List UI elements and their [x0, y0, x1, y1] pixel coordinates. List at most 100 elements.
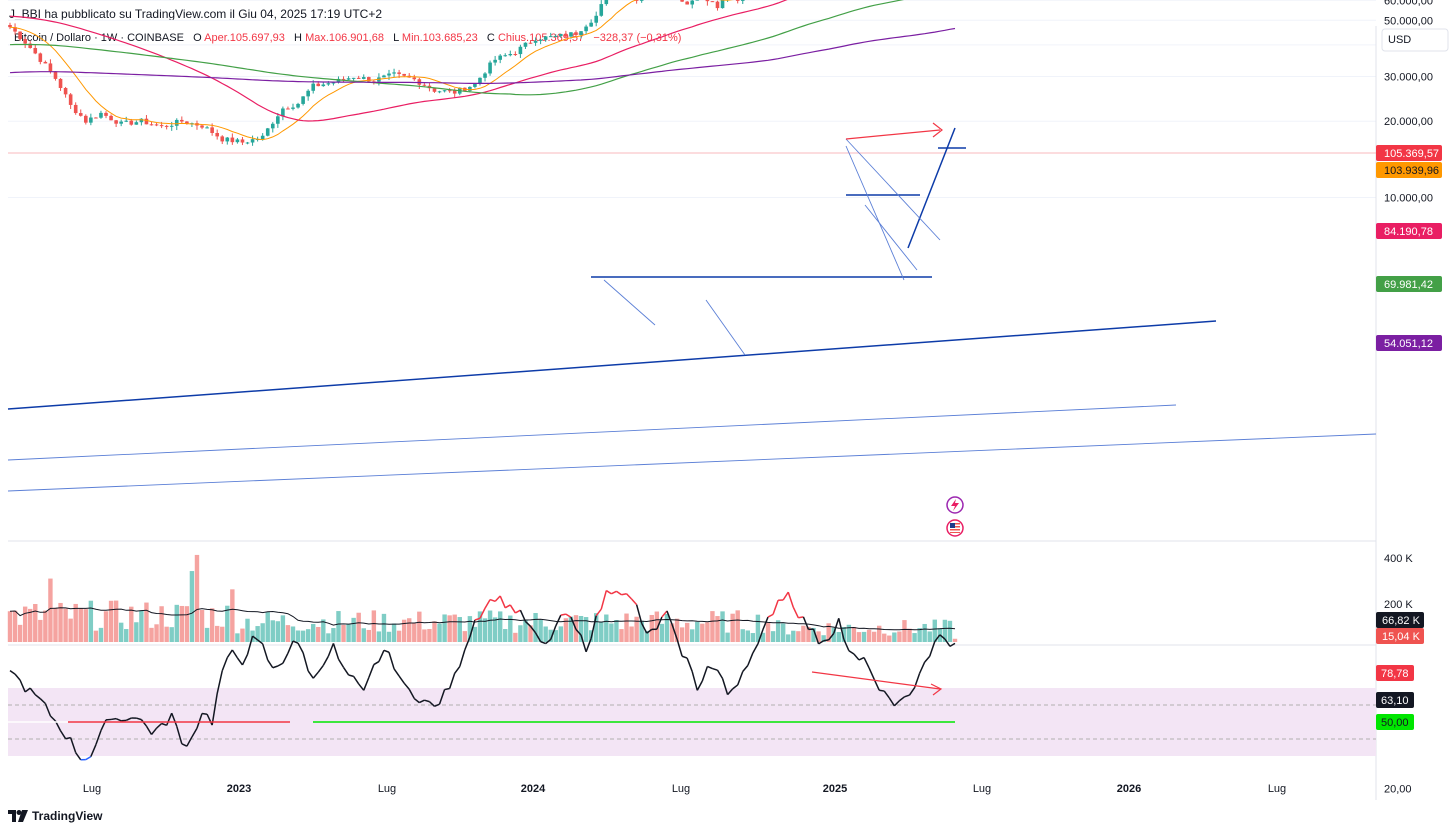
rsi-segment	[261, 643, 269, 661]
candle	[306, 90, 310, 97]
long-trendline-upper[interactable]	[7, 320, 1217, 410]
volume-bar	[88, 600, 94, 642]
rsi-segment	[762, 616, 769, 630]
rsi-segment	[707, 665, 713, 670]
volume-bar	[649, 614, 654, 642]
rsi-segment	[201, 712, 208, 715]
rsi-segment	[798, 616, 804, 619]
rsi-segment	[49, 715, 57, 722]
volume-bar	[341, 624, 346, 642]
last-price-value: 105.369,57	[1384, 148, 1439, 160]
rsi-segment	[605, 589, 612, 595]
volume-bar	[321, 619, 326, 642]
rsi-segment	[691, 671, 698, 691]
time-tick-label: Lug	[973, 783, 991, 795]
volume-bar	[841, 626, 847, 642]
flash-icon[interactable]	[946, 496, 964, 514]
volume-bars	[7, 554, 958, 642]
currency-button[interactable]: USD	[1381, 28, 1449, 52]
volume-bar	[902, 620, 907, 642]
us-flag-icon[interactable]	[946, 519, 964, 537]
channel-line[interactable]	[603, 279, 656, 326]
volume-bar	[235, 633, 240, 642]
volume-bar	[816, 631, 821, 642]
candle	[553, 36, 558, 38]
rsi-segment	[479, 607, 486, 619]
candle	[533, 40, 538, 43]
rsi-segment	[727, 688, 734, 696]
rsi-segment	[115, 717, 122, 722]
rsi-segment	[879, 689, 885, 692]
volume-bar	[33, 604, 38, 642]
ma100-badge: 69.981,42	[1376, 276, 1442, 292]
volume-bar	[700, 623, 705, 642]
rsi-divergence-arrow[interactable]	[811, 671, 941, 690]
candle	[331, 82, 336, 84]
volume-bar	[887, 635, 892, 642]
volume-bar	[897, 631, 902, 642]
channel-line[interactable]	[845, 145, 905, 281]
long-trendline-lower[interactable]	[7, 433, 1377, 492]
candle	[291, 107, 295, 109]
rsi-segment	[241, 654, 249, 666]
volume-bar	[290, 626, 296, 642]
candle	[452, 90, 457, 94]
volume-bar	[7, 611, 13, 642]
rsi-segment	[277, 662, 284, 667]
rsi-segment	[767, 613, 774, 618]
rsi-segment	[348, 674, 354, 678]
volume-bar	[917, 628, 922, 642]
volume-tick-label: 200 K	[1384, 599, 1413, 611]
rsi-segment	[383, 649, 390, 653]
volume-bar	[791, 630, 796, 642]
volume-bar	[659, 623, 665, 642]
volume-bar	[361, 628, 366, 642]
rsi-segment	[292, 640, 299, 644]
channel-line[interactable]	[705, 299, 746, 356]
ma100-value: 69.981,42	[1384, 279, 1433, 291]
rsi-segment	[322, 655, 330, 666]
volume-bar	[882, 633, 887, 642]
candle	[639, 0, 644, 1]
rsi-segment	[701, 666, 709, 682]
rsi-segment	[19, 679, 26, 693]
low-value: Min.103.685,23	[401, 32, 478, 44]
candle	[326, 83, 331, 85]
ma10-badge: 103.939,96	[1376, 162, 1442, 178]
channel-line[interactable]	[864, 204, 918, 271]
divergence-arrow[interactable]	[845, 129, 941, 140]
price-tick-label: 10.000,00	[1384, 193, 1433, 205]
rsi-segment	[211, 693, 218, 726]
tradingview-logo[interactable]: TradingView	[8, 809, 102, 823]
rsi-segment	[161, 722, 167, 727]
candle	[63, 87, 68, 95]
rsi-mid-badge: 50,00	[1376, 714, 1414, 730]
volume-bar	[866, 629, 872, 642]
rsi-segment	[828, 633, 835, 641]
volume-bar	[801, 625, 806, 642]
candle	[58, 78, 63, 88]
rsi-segment	[944, 638, 951, 647]
rsi-segment	[792, 606, 800, 619]
volume-bar	[139, 610, 144, 642]
long-trendline-mid[interactable]	[7, 404, 1177, 461]
candle	[235, 139, 240, 143]
rsi-segment	[191, 727, 198, 738]
candle	[478, 77, 482, 84]
symbol-label[interactable]: Bitcoin / Dollaro · 1W · COINBASE	[14, 32, 184, 44]
rsi-segment	[327, 643, 335, 657]
rsi-segment	[858, 656, 865, 661]
time-axis[interactable]: Lug 2023 Lug 2024 Lug 2025 Lug 2026 Lug	[83, 783, 1286, 795]
volume-bar	[619, 629, 624, 642]
volume-bar	[523, 619, 528, 642]
rsi-segment	[853, 653, 860, 661]
candle	[73, 104, 78, 114]
volume-bar	[553, 630, 558, 642]
channel-line[interactable]	[845, 138, 941, 241]
candle	[685, 1, 689, 5]
volume-bar	[124, 629, 129, 642]
candle	[230, 137, 235, 143]
breakout-line[interactable]	[907, 127, 956, 249]
rsi-current-value: 63,10	[1381, 695, 1409, 707]
